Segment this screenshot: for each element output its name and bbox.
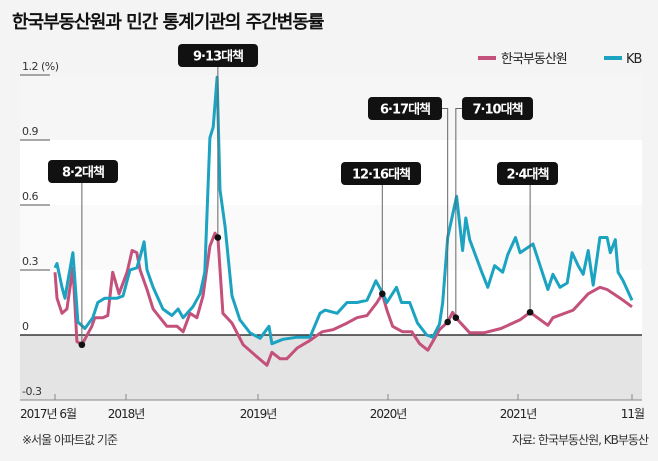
annotation-box <box>178 44 258 67</box>
footnote: ※서울 아파트값 기준 <box>22 433 118 447</box>
series-line-reb <box>53 231 633 367</box>
x-tick-label: 2017년 6월 <box>20 407 76 421</box>
series-line-kb <box>53 75 634 346</box>
source-note: 자료: 한국부동산원, KB부동산 <box>511 433 649 447</box>
annotation-leader <box>442 108 449 322</box>
x-tick-label: 2021년 <box>500 407 537 421</box>
annotation-dot <box>379 290 386 298</box>
annotation-dot <box>214 234 222 241</box>
y-tick-label: 1.2 (%) <box>22 60 59 73</box>
annotation-label: 2·4대책 <box>507 168 549 183</box>
y-tick-label: 0.9 <box>22 125 38 138</box>
annotation-label: 6·17대책 <box>380 103 430 118</box>
y-tick-label: 0 <box>22 320 29 333</box>
plot-band <box>20 205 642 270</box>
y-tick-label: 0.6 <box>22 190 38 203</box>
annotation-dot <box>526 308 534 316</box>
annotation-box <box>341 162 421 185</box>
plot-band <box>20 335 642 400</box>
y-tick-label: -0.3 <box>22 385 42 398</box>
x-tick-label: 11월 <box>621 407 644 421</box>
x-tick-label: 2020년 <box>370 407 407 421</box>
plot-band <box>20 75 642 140</box>
annotation-box <box>48 160 118 183</box>
annotation-dot <box>78 341 86 349</box>
annotation-box <box>497 162 558 185</box>
annotation-label: 8·2대책 <box>62 166 104 181</box>
annotation-label: 7·10대책 <box>473 103 523 118</box>
chart-title: 한국부동산원과 민간 통계기관의 주간변동률 <box>12 12 324 33</box>
x-tick-label: 2018년 <box>108 407 145 421</box>
annotation-box <box>462 97 533 120</box>
y-tick-label: 0.3 <box>22 255 38 268</box>
annotation-label: 9·13대책 <box>193 50 243 65</box>
annotation-leader <box>455 108 462 318</box>
annotation-label: 12·16대책 <box>352 168 410 183</box>
x-tick-label: 2019년 <box>240 407 277 421</box>
annotation-dot <box>444 318 451 326</box>
legend-label-reb: 한국부동산원 <box>501 52 567 67</box>
annotation-box <box>368 97 442 120</box>
annotation-dot <box>452 314 460 321</box>
legend-label-kb: KB <box>626 52 642 67</box>
